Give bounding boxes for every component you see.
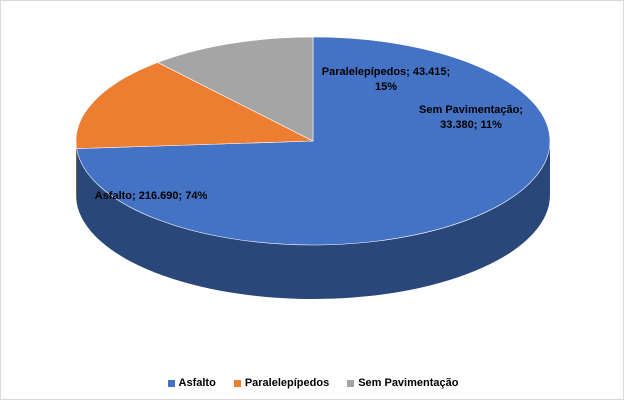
legend-label: Sem Pavimentação bbox=[358, 377, 459, 389]
legend-swatch-asfalto bbox=[167, 379, 175, 387]
data-label-1: 15% bbox=[375, 81, 397, 93]
legend-swatch-sem-pavimentacao bbox=[347, 379, 355, 387]
pie-chart: Asfalto; 216.690; 74% Paralelepípedos; 43… bbox=[75, 36, 551, 299]
pie-slice-1 bbox=[75, 62, 314, 149]
data-label-2: Sem Pavimentação; bbox=[419, 104, 523, 116]
legend-item: Paralelepípedos bbox=[233, 377, 330, 389]
data-label-2: 33.380; 11% bbox=[440, 119, 502, 131]
pie-slice-0 bbox=[76, 36, 551, 246]
legend-label: Paralelepípedos bbox=[244, 377, 330, 389]
data-label-1: Paralelepípedos; 43.415; bbox=[322, 66, 450, 78]
pie-side-0 bbox=[76, 141, 550, 299]
legend-swatch-paralelepipedos bbox=[233, 379, 241, 387]
data-label-0: Asfalto; 216.690; 74% bbox=[95, 190, 208, 202]
pie-side-1 bbox=[76, 141, 77, 203]
legend: Asfalto Paralelepípedos Sem Pavimentação bbox=[1, 377, 624, 389]
legend-label: Asfalto bbox=[178, 377, 216, 389]
legend-item: Asfalto bbox=[167, 377, 216, 389]
legend-item: Sem Pavimentação bbox=[347, 377, 458, 389]
pie-slice-2 bbox=[156, 36, 314, 142]
